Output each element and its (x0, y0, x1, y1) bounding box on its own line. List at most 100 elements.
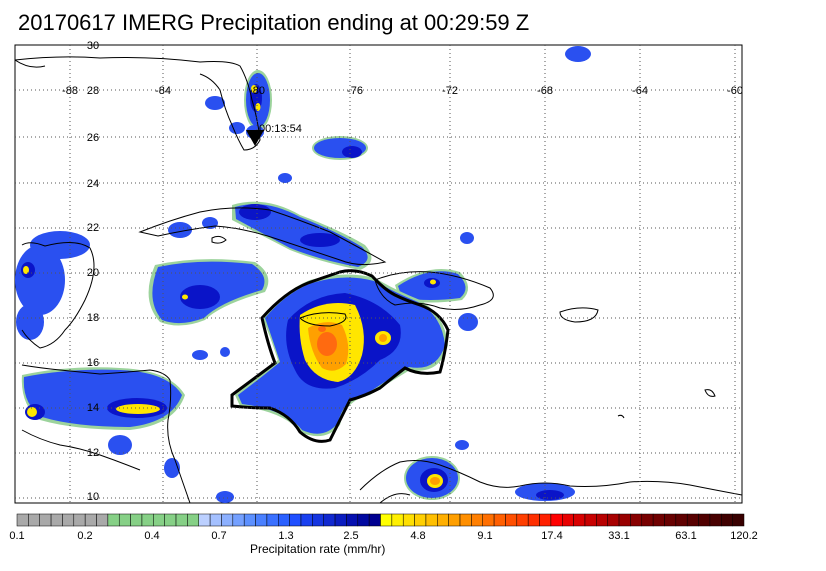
colorbar-swatch (289, 513, 302, 527)
colorbar-swatch (28, 513, 40, 527)
colorbar-swatch (380, 513, 393, 527)
colorbar-swatch (300, 513, 313, 527)
colorbar-swatch (221, 513, 234, 527)
longitude-labels: -88 -84 -80 -76 -72 -68 -64 -60 (62, 85, 743, 97)
colorbar-swatch (312, 513, 324, 527)
lat-label: 26 (87, 132, 99, 144)
lon-label: -60 (727, 85, 743, 97)
lon-label: -68 (537, 85, 553, 97)
map-title: 20170617 IMERG Precipitation ending at 0… (18, 10, 530, 35)
colorbar-tick-label: 4.8 (410, 530, 426, 542)
colorbar-swatch (584, 513, 597, 527)
lon-label: -76 (347, 85, 363, 97)
colorbar-swatch (266, 513, 279, 527)
latitude-labels: 30 28 26 24 22 20 18 16 14 12 10 (87, 40, 99, 503)
colorbar-swatch (175, 513, 188, 527)
colorbar-swatch (96, 513, 109, 527)
colorbar-swatch (130, 513, 143, 527)
lat-label: 30 (87, 40, 99, 52)
lon-label: -80 (249, 85, 265, 97)
colorbar-swatch (527, 513, 540, 527)
colorbar-swatch (402, 513, 415, 527)
colorbar-swatch (686, 513, 699, 527)
lat-label: 28 (87, 85, 99, 97)
colorbar-swatch (187, 513, 199, 527)
colorbar-tick-label: 9.1 (477, 530, 493, 542)
colorbar (16, 513, 745, 527)
colorbar-swatch (50, 513, 63, 527)
lat-label: 12 (87, 447, 99, 459)
colorbar-tick-label: 1.3 (278, 530, 294, 542)
colorbar-swatch (16, 513, 29, 527)
marker-time-label: 00:13:54 (259, 123, 302, 135)
colorbar-tick-label: 0.7 (211, 530, 227, 542)
colorbar-swatch (675, 513, 688, 527)
colorbar-swatch (539, 513, 552, 527)
colorbar-tick-label: 0.1 (9, 530, 25, 542)
colorbar-swatch (255, 513, 268, 527)
colorbar-swatch (505, 513, 518, 527)
colorbar-swatch (153, 513, 165, 527)
colorbar-swatch (550, 513, 563, 527)
colorbar-swatch (732, 513, 745, 527)
lat-label: 24 (87, 178, 99, 190)
precipitation-field (15, 46, 591, 503)
colorbar-swatch (698, 513, 711, 527)
lat-label: 10 (87, 491, 99, 503)
map-frame (14, 44, 743, 504)
colorbar-swatch (437, 513, 449, 527)
colorbar-swatch (357, 513, 370, 527)
colorbar-swatch (209, 513, 222, 527)
colorbar-swatch (471, 513, 483, 527)
colorbar-swatch (118, 513, 131, 527)
colorbar-swatch (107, 513, 120, 527)
colorbar-tick-label: 33.1 (608, 530, 630, 542)
colorbar-swatch (334, 513, 347, 527)
colorbar-swatch (516, 513, 529, 527)
colorbar-swatch (618, 513, 631, 527)
colorbar-swatch (459, 513, 472, 527)
colorbar-swatch (607, 513, 620, 527)
colorbar-tick-label: 63.1 (675, 530, 697, 542)
grid-lines (15, 45, 742, 503)
colorbar-swatch (721, 513, 733, 527)
colorbar-tick-label: 120.2 (730, 530, 758, 542)
colorbar-swatch (414, 513, 427, 527)
colorbar-swatch (641, 513, 654, 527)
colorbar-swatch (709, 513, 722, 527)
colorbar-swatch (232, 513, 245, 527)
colorbar-swatch (62, 513, 75, 527)
colorbar-title: Precipitation rate (mm/hr) (250, 542, 386, 556)
colorbar-swatch (198, 513, 211, 527)
colorbar-swatch (448, 513, 461, 527)
colorbar-tick-label: 2.5 (343, 530, 359, 542)
lat-label: 20 (87, 267, 99, 279)
colorbar-swatch (391, 513, 404, 527)
colorbar-swatch (164, 513, 177, 527)
colorbar-swatch (630, 513, 643, 527)
colorbar-swatch (425, 513, 438, 527)
colorbar-swatch (346, 513, 359, 527)
colorbar-swatch (84, 513, 97, 527)
colorbar-tick-label: 0.4 (144, 530, 160, 542)
lon-label: -88 (62, 85, 78, 97)
colorbar-swatch (562, 513, 574, 527)
lat-label: 18 (87, 312, 99, 324)
storm-outline (230, 269, 450, 443)
colorbar-swatch (652, 513, 665, 527)
satellite-overpass-marker-icon (246, 130, 264, 146)
lon-label: -64 (632, 85, 648, 97)
colorbar-tick-label: 17.4 (541, 530, 563, 542)
colorbar-swatch (73, 513, 86, 527)
lon-label: -84 (155, 85, 171, 97)
colorbar-swatch (596, 513, 608, 527)
lat-label: 22 (87, 222, 99, 234)
colorbar-swatch (573, 513, 586, 527)
colorbar-swatch (141, 513, 154, 527)
colorbar-swatch (664, 513, 677, 527)
colorbar-tick-label: 0.2 (77, 530, 93, 542)
colorbar-swatch (493, 513, 506, 527)
lat-label: 14 (87, 402, 99, 414)
colorbar-swatch (39, 513, 52, 527)
colorbar-swatch (243, 513, 256, 527)
